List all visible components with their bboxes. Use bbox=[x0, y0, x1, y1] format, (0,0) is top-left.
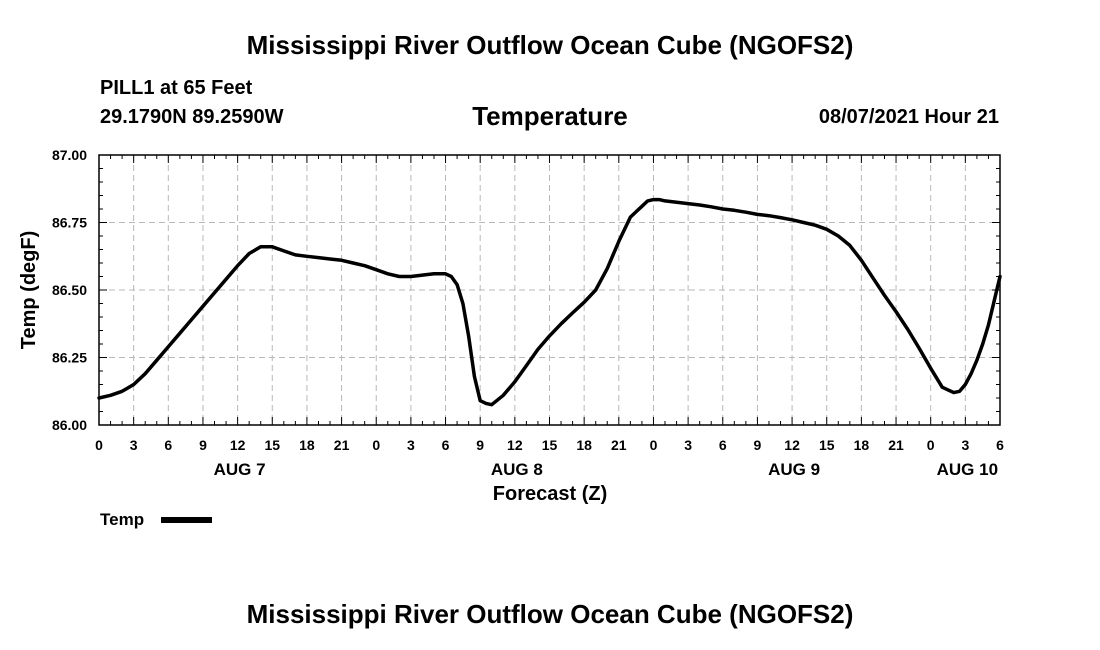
x-tick-label: 0 bbox=[372, 437, 380, 453]
station-label: PILL1 at 65 Feet bbox=[100, 77, 253, 99]
x-tick-label: 6 bbox=[442, 437, 450, 453]
x-tick-label: 6 bbox=[164, 437, 172, 453]
x-tick-label: 3 bbox=[961, 437, 969, 453]
y-tick-label: 86.00 bbox=[52, 417, 87, 433]
x-tick-label: 21 bbox=[611, 437, 627, 453]
date-label: AUG 9 bbox=[768, 460, 820, 479]
x-tick-label: 18 bbox=[299, 437, 315, 453]
variable-title: Temperature bbox=[472, 101, 628, 131]
legend-label: Temp bbox=[100, 510, 144, 529]
x-tick-label: 18 bbox=[854, 437, 870, 453]
x-tick-label: 3 bbox=[407, 437, 415, 453]
x-tick-label: 0 bbox=[650, 437, 658, 453]
x-tick-label: 12 bbox=[507, 437, 523, 453]
y-tick-label: 86.25 bbox=[52, 350, 87, 366]
x-tick-label: 6 bbox=[996, 437, 1004, 453]
chart-main-title: Mississippi River Outflow Ocean Cube (NG… bbox=[246, 30, 854, 60]
x-tick-label: 12 bbox=[230, 437, 246, 453]
x-tick-label: 15 bbox=[264, 437, 280, 453]
x-tick-label: 0 bbox=[927, 437, 935, 453]
x-tick-label: 21 bbox=[888, 437, 904, 453]
x-tick-label: 6 bbox=[719, 437, 727, 453]
data-series bbox=[97, 197, 1002, 407]
x-tick-label: 9 bbox=[476, 437, 484, 453]
x-tick-label: 15 bbox=[542, 437, 558, 453]
station-coordinates: 29.1790N 89.2590W bbox=[100, 106, 284, 128]
x-tick-label: 9 bbox=[754, 437, 762, 453]
date-label: AUG 8 bbox=[491, 460, 543, 479]
x-tick-label: 3 bbox=[130, 437, 138, 453]
footer-title: Mississippi River Outflow Ocean Cube (NG… bbox=[246, 599, 854, 629]
date-label: AUG 7 bbox=[214, 460, 266, 479]
y-tick-label: 87.00 bbox=[52, 147, 87, 163]
temp-series-line bbox=[97, 197, 1002, 407]
x-tick-label: 21 bbox=[334, 437, 350, 453]
x-tick-label: 9 bbox=[199, 437, 207, 453]
tick-labels: 0 3 6 9 12 15 18 21 0 3 6 9 12 15 18 21 0 3 6 9 12 15 18 21 0 3 6 8… bbox=[52, 147, 1004, 479]
legend: Temp bbox=[100, 510, 212, 529]
y-tick-label: 86.75 bbox=[52, 215, 87, 231]
x-tick-label: 18 bbox=[576, 437, 592, 453]
y-axis-label: Temp (degF) bbox=[18, 231, 40, 350]
x-tick-label: 3 bbox=[684, 437, 692, 453]
grid-lines bbox=[99, 155, 1000, 425]
y-tick-label: 86.50 bbox=[52, 282, 87, 298]
date-label: AUG 10 bbox=[937, 460, 998, 479]
x-tick-label: 12 bbox=[784, 437, 800, 453]
forecast-datetime: 08/07/2021 Hour 21 bbox=[818, 106, 999, 128]
x-tick-label: 0 bbox=[95, 437, 103, 453]
x-tick-label: 15 bbox=[819, 437, 835, 453]
plot-frame bbox=[98, 154, 1001, 426]
x-axis-label: Forecast (Z) bbox=[493, 483, 607, 505]
